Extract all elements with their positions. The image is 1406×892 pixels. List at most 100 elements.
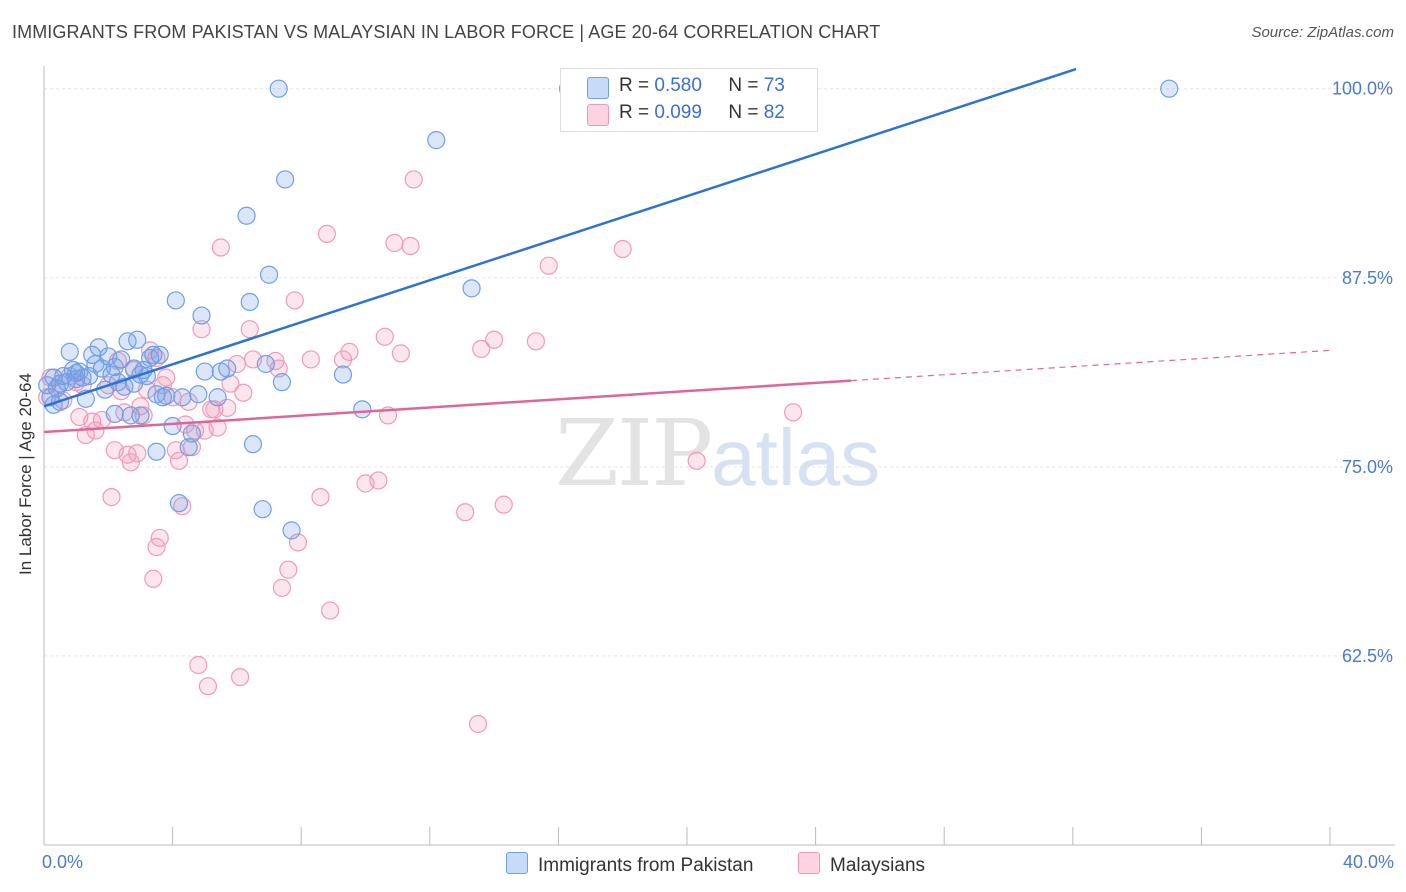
pakistan-point	[189, 385, 208, 404]
malaysians-point	[173, 497, 192, 516]
malaysians-point	[211, 238, 230, 257]
malaysians-point	[192, 320, 211, 339]
pakistan-point	[462, 279, 481, 298]
pakistan-point	[60, 342, 79, 361]
legend-n-value: 82	[763, 102, 785, 123]
pakistan-point	[192, 306, 211, 325]
legend-r-label: R =	[619, 102, 650, 123]
pakistan-point	[253, 500, 272, 519]
malaysians-point	[102, 487, 121, 507]
legend-swatch-pink	[587, 104, 609, 126]
watermark-atlas: atlas	[711, 413, 881, 502]
pakistan-point	[427, 131, 446, 150]
malaysians-point	[401, 236, 420, 256]
malaysians-point	[234, 383, 253, 402]
malaysians-point	[613, 239, 632, 259]
malaysians-point	[317, 224, 337, 244]
malaysians-point	[240, 320, 259, 339]
legend-r-value: 0.580	[654, 75, 702, 96]
pakistan-point	[195, 362, 214, 381]
pakistan-point	[333, 365, 353, 384]
legend-swatch-blue	[587, 77, 609, 99]
malaysians-point	[340, 342, 359, 361]
malaysians-point	[231, 667, 250, 687]
pakistan-point	[166, 291, 185, 310]
malaysians-point	[687, 451, 706, 470]
malaysians-point	[369, 471, 388, 490]
pakistan-point	[112, 350, 131, 369]
bottom-legend-swatch-pink	[798, 852, 820, 874]
bottom-legend-pakistan: Immigrants from Pakistan	[506, 852, 753, 877]
malaysians-trend-line	[43, 379, 852, 434]
pakistan-point	[173, 388, 192, 407]
malaysians-point	[121, 453, 140, 472]
malaysians-point	[472, 339, 491, 358]
legend-r-value: 0.099	[654, 102, 702, 123]
malaysians-point	[404, 170, 423, 189]
malaysians-point	[375, 327, 394, 346]
pakistan-point	[237, 206, 256, 225]
pakistan-point	[67, 363, 86, 383]
malaysians-point	[456, 503, 475, 522]
malaysians-point	[157, 368, 176, 387]
pakistan-point	[169, 494, 189, 513]
malaysians-point	[150, 528, 169, 548]
pakistan-point	[353, 400, 372, 419]
malaysians-point	[279, 560, 298, 579]
pakistan-point	[208, 388, 227, 407]
pakistan-point	[128, 330, 147, 349]
malaysians-point	[468, 714, 488, 734]
malaysians-point	[391, 344, 410, 363]
y-tick-label: 62.5%	[1342, 646, 1393, 666]
pakistan-point	[118, 332, 137, 351]
malaysians-point	[385, 233, 404, 253]
pakistan-point	[89, 338, 108, 357]
malaysians-point	[128, 444, 147, 463]
malaysians-point	[221, 374, 240, 393]
malaysians-point	[189, 655, 208, 675]
pakistan-point	[121, 406, 140, 425]
pakistan-point	[256, 354, 275, 374]
malaysians-point	[526, 332, 545, 351]
malaysians-point	[272, 578, 292, 597]
malaysians-point	[169, 451, 189, 470]
malaysians-point	[311, 487, 330, 507]
watermark-zip: ZIP	[555, 400, 713, 507]
malaysians-point	[485, 330, 504, 349]
pakistan-point	[144, 345, 163, 365]
pakistan-point	[243, 435, 263, 454]
legend-n-label: N =	[728, 102, 759, 123]
y-tick-label: 75.0%	[1342, 457, 1393, 477]
pakistan-point	[276, 170, 295, 189]
bottom-legend-label: Immigrants from Pakistan	[538, 855, 754, 876]
malaysians-point	[147, 348, 166, 368]
pakistan-point	[1160, 79, 1179, 98]
chart-title: IMMIGRANTS FROM PAKISTAN VS MALAYSIAN IN…	[12, 22, 881, 42]
malaysians-trend-extension	[850, 349, 1331, 382]
pakistan-point	[182, 424, 201, 443]
pakistan-point	[240, 292, 259, 312]
legend: R = 0.580 N = 73 R = 0.099 N = 82	[560, 68, 818, 132]
pakistan-trend-line	[43, 67, 1077, 408]
pakistan-point	[179, 438, 198, 457]
pakistan-point	[50, 374, 70, 393]
pakistan-point	[105, 357, 124, 377]
pakistan-point	[105, 404, 124, 424]
chart-source: Source: ZipAtlas.com	[1251, 24, 1394, 41]
malaysians-point	[494, 495, 513, 514]
malaysians-point	[285, 291, 304, 310]
x-tick-max: 40.0%	[1342, 852, 1394, 872]
legend-n-label: N =	[728, 75, 759, 96]
y-tick-label: 87.5%	[1342, 268, 1393, 288]
pakistan-point	[259, 265, 279, 284]
legend-n-value: 73	[763, 75, 785, 96]
malaysians-point	[198, 677, 218, 696]
malaysians-point	[321, 601, 340, 620]
pakistan-point	[150, 345, 169, 365]
pakistan-point	[282, 521, 301, 540]
pakistan-point	[131, 406, 150, 425]
pakistan-point	[147, 442, 166, 461]
malaysians-point	[783, 403, 803, 422]
legend-r-label: R =	[619, 75, 650, 96]
